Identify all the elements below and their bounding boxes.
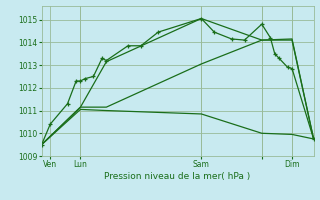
X-axis label: Pression niveau de la mer( hPa ): Pression niveau de la mer( hPa ) [104, 172, 251, 181]
